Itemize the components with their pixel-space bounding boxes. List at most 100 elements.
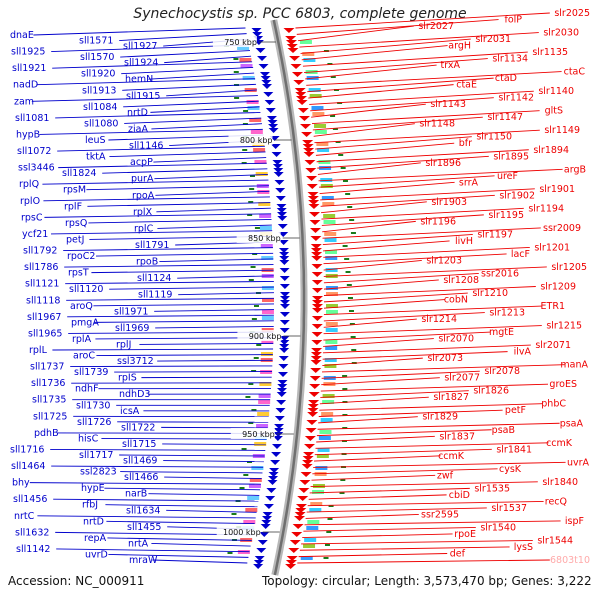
right-gene-arrow: [307, 408, 319, 413]
gc-marker: [347, 206, 353, 208]
gc-marker: [234, 97, 240, 99]
gene-label-left: ssl3712: [117, 356, 154, 367]
gene-label-left: ssl2823: [80, 467, 117, 478]
scale-tick-label: 1000 kbp: [223, 528, 261, 537]
right-gene-arrow: [310, 368, 322, 373]
right-function-box: [321, 196, 334, 200]
gene-label-left: sll1632: [15, 527, 49, 538]
leader-line: [156, 207, 271, 213]
gene-label-left: sll1971: [114, 306, 148, 317]
leader-line: [58, 162, 267, 169]
right-gene-arrow: [306, 420, 318, 425]
left-gene-arrow: [260, 76, 271, 81]
gene-label-left: sll1469: [123, 456, 157, 467]
gene-label-right: slr1143: [430, 99, 466, 110]
leader-line: [322, 344, 531, 354]
gc-marker: [330, 115, 336, 117]
gene-label-right: groES: [549, 379, 577, 390]
gene-label-right: slr1841: [496, 444, 532, 455]
leader-line: [151, 542, 251, 547]
gene-label-right: argB: [564, 164, 586, 175]
leader-line: [53, 498, 259, 502]
right-gene-arrow: [311, 272, 323, 277]
gene-label-right: slr1896: [425, 158, 461, 169]
leader-line: [312, 116, 483, 131]
gc-marker: [338, 154, 344, 156]
gene-label-left: zam: [14, 96, 34, 107]
right-gene-arrow: [309, 376, 321, 381]
left-function-box: [259, 214, 272, 218]
leader-line: [323, 246, 530, 258]
right-gene-arrow: [300, 124, 312, 129]
leader-line: [106, 520, 255, 525]
leader-line: [50, 230, 273, 235]
leader-line: [320, 390, 469, 398]
leader-line: [323, 312, 485, 322]
right-gene-arrow: [303, 148, 315, 153]
left-gene-arrow: [268, 128, 279, 133]
leader-line: [310, 97, 494, 112]
leader-line: [164, 476, 262, 479]
gene-label-right: slr2070: [438, 334, 474, 345]
gc-marker: [342, 245, 348, 247]
left-gene-arrow: [277, 216, 288, 221]
leader-line: [33, 27, 246, 36]
gene-label-left: rpoA: [132, 190, 155, 201]
right-function-box: [306, 526, 319, 530]
right-function-box: [322, 394, 335, 398]
right-function-box: [318, 436, 331, 440]
leader-line: [313, 455, 441, 462]
leader-line: [36, 78, 256, 86]
leader-line: [323, 292, 468, 303]
gc-marker: [350, 232, 356, 234]
left-gene-arrow: [266, 488, 277, 493]
right-gene-arrow: [311, 340, 323, 345]
left-function-box: [257, 412, 270, 416]
leader-line: [163, 460, 264, 463]
leader-line: [107, 537, 252, 541]
gene-label-right: ssr2595: [421, 509, 459, 520]
right-function-box: [325, 304, 338, 308]
leader-line: [166, 89, 258, 97]
leader-line: [155, 190, 270, 196]
left-function-box: [261, 340, 274, 344]
gene-label-left: ndhF: [75, 384, 99, 395]
gene-label-left: rpsT: [68, 268, 89, 279]
gc-marker: [253, 305, 259, 307]
gene-label-left: leuS: [85, 135, 106, 146]
gene-label-left: sll1722: [121, 422, 155, 433]
leader-line: [312, 468, 498, 475]
right-gene-arrow: [311, 288, 323, 293]
leader-line: [323, 299, 445, 309]
gene-label-right: slr1203: [426, 255, 462, 266]
left-gene-arrow: [272, 436, 283, 441]
gene-label-left: sll1120: [69, 284, 103, 295]
gene-label-right: slr1205: [551, 262, 587, 273]
gene-label-left: bhy: [12, 478, 30, 489]
right-gene-arrow: [295, 92, 307, 97]
right-gene-arrow: [306, 176, 318, 181]
gene-label-right: mgtE: [489, 327, 514, 338]
leader-line: [159, 258, 274, 263]
leader-line: [65, 280, 274, 285]
leader-line: [88, 219, 272, 224]
gene-label-right: slr1540: [480, 522, 516, 533]
right-function-box: [315, 466, 328, 470]
gene-label-right: slr1195: [488, 210, 524, 221]
gene-label-right: slr1196: [420, 216, 456, 227]
gene-label-left: rplQ: [19, 179, 39, 190]
left-function-box: [261, 256, 274, 260]
right-function-box: [325, 328, 338, 332]
leader-line: [323, 273, 479, 284]
leader-line: [102, 168, 268, 174]
leader-line: [320, 188, 535, 201]
gene-label-right: psaA: [560, 418, 584, 429]
gc-marker: [328, 505, 334, 507]
gene-label-left: nrtD: [127, 107, 148, 118]
gene-label-left: sll1634: [126, 505, 160, 516]
right-function-box: [320, 184, 333, 188]
right-gene-arrow: [288, 548, 300, 553]
left-function-box: [249, 118, 262, 122]
left-function-box: [248, 484, 261, 488]
right-gene-arrow: [308, 204, 320, 209]
